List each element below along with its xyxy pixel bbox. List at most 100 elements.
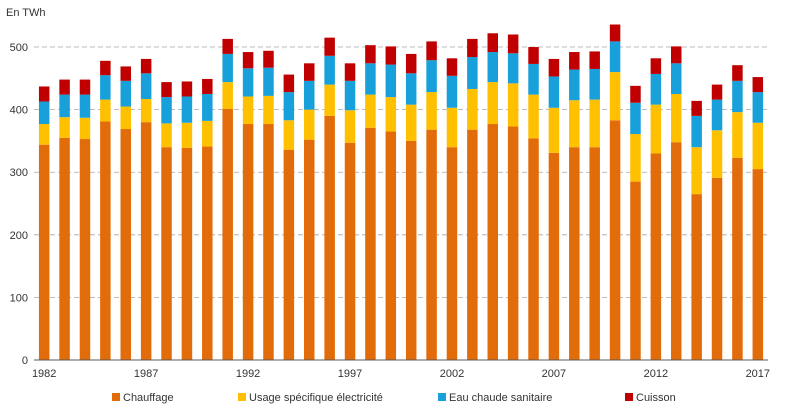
bar-segment-cuisson-1999	[385, 46, 397, 65]
bar-segment-eau-chaude-sanitaire-1986	[120, 80, 131, 107]
y-tick-label: 100	[10, 292, 28, 304]
bar-segment-eau-chaude-sanitaire-1987	[140, 73, 152, 99]
axes: 0 100 200 300 400 500 1982 1987 1992 1997 2002 2007…	[10, 42, 770, 380]
bar-segment-eau-chaude-sanitaire-1985	[100, 75, 111, 100]
bar-segment-eau-chaude-sanitaire-2008	[569, 69, 580, 101]
bar-segment-eau-chaude-sanitaire-1991	[222, 53, 233, 83]
bar-segment-chauffage-1983	[59, 137, 70, 360]
bar-segment-cuisson-1992	[242, 52, 254, 69]
bar-segment-cuisson-1988	[161, 82, 172, 98]
bar-segment-chauffage-2015	[711, 177, 723, 360]
legend-label-chauffage: Chauffage	[123, 392, 174, 404]
x-tick-label: 1982	[32, 368, 56, 380]
bar-segment-usage-sp-cifique-lectricit--2000	[405, 104, 417, 141]
bars	[38, 24, 764, 361]
legend-swatch-cuisson	[625, 393, 633, 401]
bar-segment-eau-chaude-sanitaire-2012	[650, 73, 662, 105]
bar-segment-eau-chaude-sanitaire-2009	[589, 68, 600, 100]
bar-segment-cuisson-2005	[507, 34, 519, 54]
bar-segment-cuisson-2002	[446, 58, 458, 76]
bar-segment-cuisson-1991	[222, 38, 233, 54]
gridlines	[34, 46, 768, 298]
bar-segment-cuisson-1998	[365, 45, 376, 64]
bar-segment-usage-sp-cifique-lectricit--1987	[140, 98, 152, 123]
bar-segment-eau-chaude-sanitaire-2015	[711, 99, 723, 131]
bar-segment-chauffage-2007	[548, 152, 560, 360]
bar-segment-chauffage-1995	[304, 139, 315, 360]
x-tick-label: 2012	[644, 368, 668, 380]
bar-segment-eau-chaude-sanitaire-2010	[609, 41, 621, 73]
legend-label-cuisson: Cuisson	[636, 392, 676, 404]
bar-segment-usage-sp-cifique-lectricit--1996	[324, 84, 335, 116]
bar-segment-chauffage-1990	[202, 146, 213, 360]
bar-segment-usage-sp-cifique-lectricit--2017	[752, 122, 764, 170]
bar-segment-eau-chaude-sanitaire-1982	[38, 101, 50, 125]
bar-segment-cuisson-1982	[38, 86, 50, 102]
bar-segment-usage-sp-cifique-lectricit--2013	[671, 93, 682, 143]
bar-segment-eau-chaude-sanitaire-2013	[671, 63, 682, 94]
bar-segment-chauffage-1996	[324, 115, 335, 360]
legend-swatch-eau-chaude-sanitaire	[438, 393, 446, 401]
bar-segment-usage-sp-cifique-lectricit--2005	[507, 83, 519, 127]
y-tick-label: 0	[22, 355, 28, 367]
bar-segment-chauffage-2017	[752, 169, 764, 360]
bar-segment-eau-chaude-sanitaire-1995	[304, 80, 315, 110]
bar-segment-usage-sp-cifique-lectricit--2011	[630, 134, 641, 182]
bar-segment-cuisson-1995	[304, 63, 315, 81]
bar-segment-chauffage-1992	[242, 124, 254, 360]
bar-segment-eau-chaude-sanitaire-1994	[283, 92, 295, 121]
bar-segment-cuisson-2013	[671, 46, 682, 64]
bar-segment-cuisson-1993	[263, 50, 274, 68]
bar-segment-eau-chaude-sanitaire-1984	[79, 94, 91, 118]
x-tick-label: 2007	[542, 368, 566, 380]
bar-segment-usage-sp-cifique-lectricit--1982	[38, 124, 50, 145]
bar-segment-cuisson-2007	[548, 58, 560, 77]
bar-segment-cuisson-2009	[589, 51, 600, 69]
bar-segment-usage-sp-cifique-lectricit--1997	[344, 110, 356, 143]
bar-segment-cuisson-2014	[691, 100, 702, 116]
bar-segment-usage-sp-cifique-lectricit--2002	[446, 107, 458, 148]
bar-segment-chauffage-1982	[38, 144, 50, 360]
bar-segment-chauffage-2008	[569, 147, 580, 360]
bar-segment-cuisson-1994	[283, 74, 295, 93]
bar-segment-usage-sp-cifique-lectricit--1995	[304, 109, 315, 140]
y-tick-label: 200	[10, 230, 28, 242]
bar-segment-cuisson-2001	[426, 41, 437, 61]
bar-segment-cuisson-1990	[202, 78, 213, 94]
bar-segment-cuisson-1996	[324, 37, 335, 56]
bar-segment-chauffage-2006	[528, 138, 539, 360]
bar-segment-eau-chaude-sanitaire-2001	[426, 60, 437, 93]
bar-segment-eau-chaude-sanitaire-2007	[548, 76, 560, 108]
bar-segment-chauffage-1985	[100, 121, 111, 361]
bar-segment-cuisson-2016	[732, 65, 743, 81]
bar-segment-chauffage-1989	[181, 147, 193, 360]
bar-segment-chauffage-2005	[507, 126, 519, 360]
bar-segment-cuisson-2000	[405, 53, 417, 74]
bar-segment-cuisson-2004	[487, 33, 498, 53]
bar-segment-cuisson-2010	[609, 24, 621, 42]
bar-segment-usage-sp-cifique-lectricit--2009	[589, 99, 600, 148]
bar-segment-usage-sp-cifique-lectricit--1986	[120, 106, 131, 130]
bar-segment-eau-chaude-sanitaire-2005	[507, 53, 519, 84]
bar-segment-cuisson-2012	[650, 58, 662, 74]
x-tick-label: 1987	[134, 368, 158, 380]
bar-segment-chauffage-1987	[140, 122, 152, 361]
bar-segment-usage-sp-cifique-lectricit--2010	[609, 72, 621, 121]
bar-segment-cuisson-1985	[100, 60, 111, 76]
bar-segment-eau-chaude-sanitaire-1983	[59, 94, 70, 118]
bar-segment-usage-sp-cifique-lectricit--1994	[283, 120, 295, 150]
bar-segment-usage-sp-cifique-lectricit--1998	[365, 94, 376, 128]
y-tick-label: 400	[10, 105, 28, 117]
bar-segment-usage-sp-cifique-lectricit--2004	[487, 82, 498, 125]
bar-segment-cuisson-1997	[344, 63, 356, 81]
bar-segment-cuisson-2006	[528, 47, 539, 64]
bar-segment-usage-sp-cifique-lectricit--1991	[222, 82, 233, 109]
unit-label: En TWh	[6, 7, 46, 19]
bar-segment-usage-sp-cifique-lectricit--1993	[263, 95, 274, 125]
bar-segment-chauffage-2000	[405, 140, 417, 360]
bar-segment-usage-sp-cifique-lectricit--1990	[202, 120, 213, 147]
bar-segment-chauffage-1998	[365, 127, 376, 360]
bar-segment-usage-sp-cifique-lectricit--2008	[569, 100, 580, 148]
